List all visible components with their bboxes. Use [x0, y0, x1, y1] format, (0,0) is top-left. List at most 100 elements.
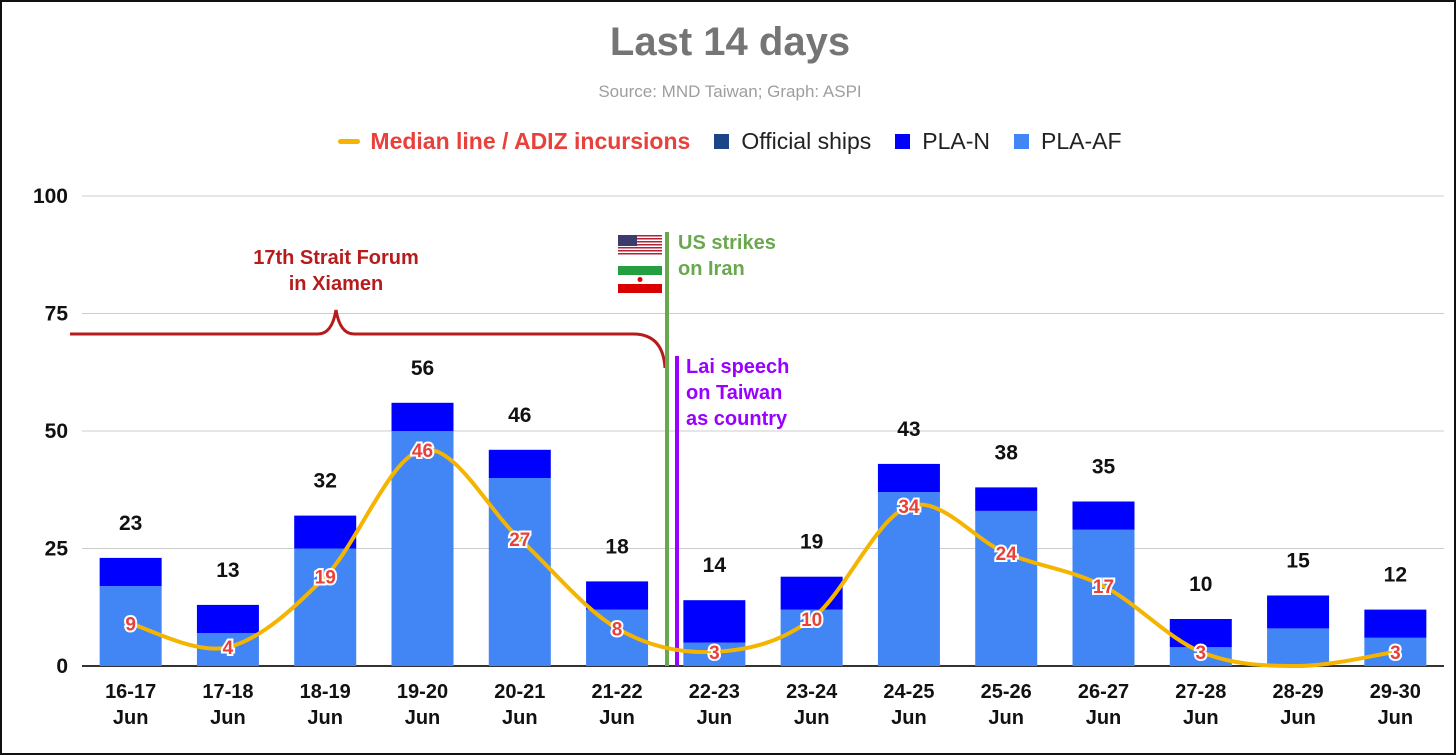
x-tick-label: Jun: [1086, 707, 1122, 729]
x-tick-label: Jun: [1280, 707, 1316, 729]
bar-pla-n: [780, 576, 843, 610]
iran-flag-emblem: [637, 277, 643, 282]
bar-total-label: 12: [1384, 564, 1407, 587]
chart-legend: Median line / ADIZ incursions Official s…: [2, 128, 1456, 155]
lai-speech-label: as country: [686, 408, 788, 430]
bar-pla-n: [1072, 501, 1135, 530]
x-tick-label: Jun: [210, 707, 246, 729]
legend-swatch-pla-n: [895, 134, 911, 149]
bar-pla-af: [1169, 647, 1232, 666]
y-tick-label: 0: [56, 655, 68, 678]
us-flag-canton: [618, 235, 637, 246]
bar-total-labels: 23 13 32 56 46 18 14 19 43 38 35 10 15 12: [119, 357, 1407, 596]
x-tick-label: Jun: [794, 707, 830, 729]
x-tick-label: Jun: [1183, 707, 1219, 729]
us-flag-stripe: [618, 247, 662, 249]
bar-total-label: 15: [1286, 550, 1310, 573]
x-tick-label: 21-22: [591, 681, 642, 703]
annotations: 17th Strait Forum in Xiamen US strikes on I…: [70, 232, 789, 666]
bar-total-label: 13: [216, 559, 239, 582]
us-flag-stripe: [618, 254, 662, 256]
bar-total-label: 38: [995, 441, 1019, 464]
x-tick-label: 24-25: [883, 681, 934, 703]
chart-title: Last 14 days: [609, 20, 851, 64]
us-flag-stripe: [618, 235, 662, 237]
legend-item-pla-n: PLA-N: [895, 128, 990, 155]
x-tick-label: 17-18: [202, 681, 253, 703]
legend-item-median: Median line / ADIZ incursions: [338, 128, 690, 155]
bar-total-label: 10: [1189, 573, 1212, 596]
bar-pla-n: [488, 449, 551, 478]
bar-total-label: 46: [508, 404, 531, 427]
lai-speech-label: Lai speech: [686, 356, 789, 378]
bar-pla-n: [294, 515, 357, 549]
bar-total-label: 43: [897, 418, 920, 441]
us-flag-stripe: [618, 241, 662, 243]
lai-speech-label: on Taiwan: [686, 382, 782, 404]
strait-forum-label: in Xiamen: [289, 273, 383, 295]
x-tick-label: 26-27: [1078, 681, 1129, 703]
median-value-label: 10: [801, 610, 822, 631]
bar-pla-af: [1267, 628, 1330, 666]
legend-swatch-pla-af: [1014, 134, 1030, 149]
bar-pla-n: [196, 604, 259, 634]
bar-pla-af: [99, 586, 162, 666]
x-tick-label: Jun: [697, 707, 733, 729]
x-tick-label: Jun: [502, 707, 538, 729]
us-flag-stripe: [618, 251, 662, 253]
us-strikes-label: US strikes: [678, 232, 776, 254]
y-axis-ticks: 0 25 50 75 100: [33, 185, 68, 678]
x-tick-label: Jun: [599, 707, 635, 729]
x-tick-label: Jun: [988, 707, 1024, 729]
x-axis-ticks: 16-17 Jun 17-18 Jun 18-19 Jun 19-20 Jun 20-21 Jun…: [105, 681, 1421, 729]
x-tick-label: Jun: [113, 707, 149, 729]
iran-flag-green: [618, 266, 662, 275]
us-flag-stripe: [618, 248, 662, 250]
x-tick-label: 20-21: [494, 681, 545, 703]
us-flag-stripe: [618, 244, 662, 246]
bar-pla-af: [294, 548, 357, 666]
legend-swatch-official-ships: [714, 134, 730, 149]
bar-pla-af: [391, 431, 454, 666]
bar-pla-af: [488, 478, 551, 666]
x-tick-label: Jun: [307, 707, 343, 729]
x-tick-label: 16-17: [105, 681, 156, 703]
x-tick-label: 23-24: [786, 681, 838, 703]
x-tick-label: 25-26: [981, 681, 1032, 703]
median-value-label: 27: [509, 530, 530, 551]
bar-total-label: 23: [119, 512, 142, 535]
bar-pla-n: [975, 487, 1038, 511]
chart-subtitle: Source: MND Taiwan; Graph: ASPI: [598, 82, 862, 101]
median-line-layer: 9 4 19 46 27 8 3 10 34 24 17 3 3: [123, 439, 1403, 669]
us-flag-stripe: [618, 250, 662, 252]
x-tick-label: Jun: [891, 707, 927, 729]
us-flag-stripe: [618, 253, 662, 255]
x-tick-label: 19-20: [397, 681, 448, 703]
median-value-label: 17: [1093, 577, 1114, 598]
us-strikes-label: on Iran: [678, 258, 745, 280]
strait-forum-label: 17th Strait Forum: [253, 247, 419, 269]
median-value-label: 3: [1390, 643, 1401, 664]
median-value-label: 3: [709, 643, 720, 664]
y-tick-label: 100: [33, 185, 68, 208]
bar-total-label: 19: [800, 531, 823, 554]
median-value-label: 46: [412, 441, 433, 462]
median-value-label: 8: [612, 619, 623, 640]
x-tick-label: Jun: [405, 707, 441, 729]
bar-pla-af: [975, 510, 1038, 666]
bar-pla-af: [683, 642, 746, 666]
us-flag-stripe: [618, 239, 662, 241]
y-tick-label: 50: [45, 420, 68, 443]
median-value-label: 4: [223, 638, 234, 659]
bar-total-label: 18: [605, 535, 629, 558]
x-tick-label: 28-29: [1272, 681, 1323, 703]
x-tick-label: 27-28: [1175, 681, 1226, 703]
legend-label-pla-n: PLA-N: [922, 128, 991, 154]
us-flag-stripe: [618, 245, 662, 247]
bar-total-label: 56: [411, 357, 434, 380]
x-tick-label: 29-30: [1370, 681, 1421, 703]
legend-swatch-median: [338, 139, 361, 144]
bar-pla-n: [1364, 609, 1427, 638]
y-tick-label: 25: [45, 538, 69, 561]
